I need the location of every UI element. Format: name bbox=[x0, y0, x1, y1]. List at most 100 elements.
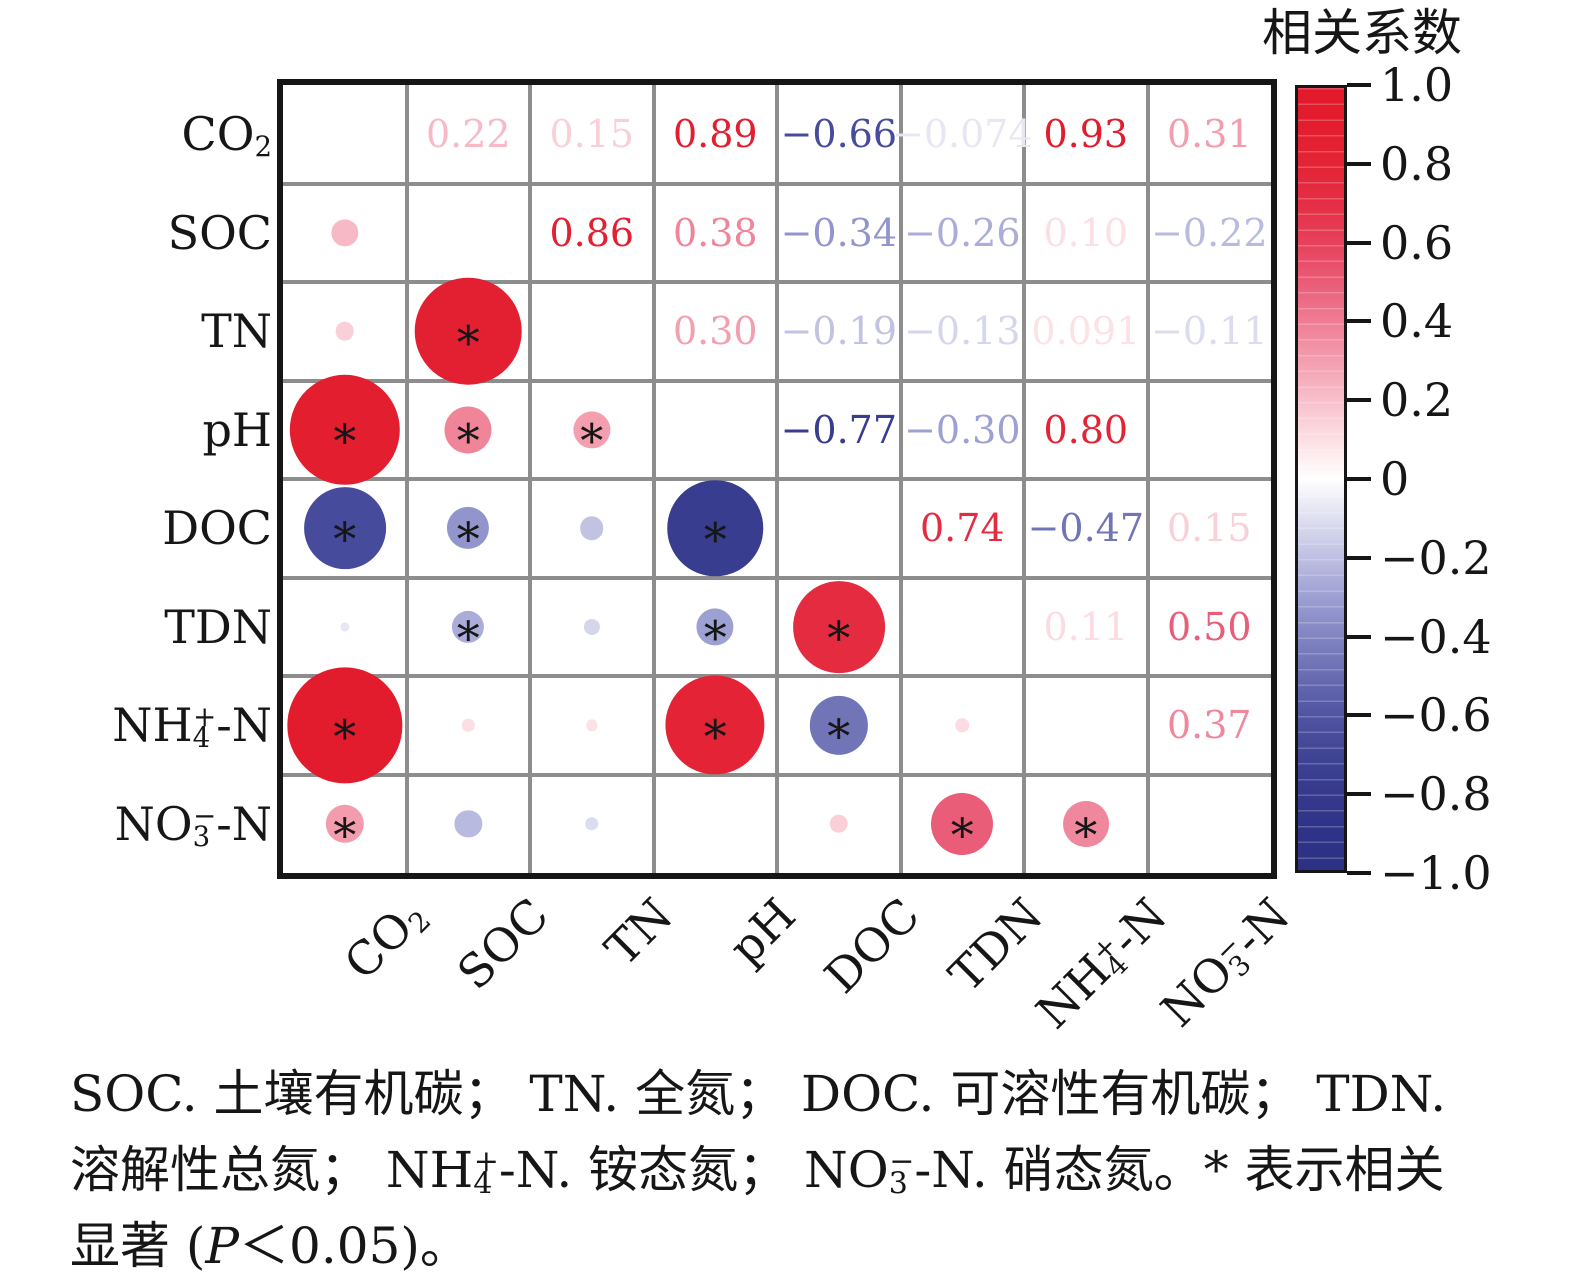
grid-line-horizontal bbox=[283, 575, 1271, 580]
colorbar-tick-mark bbox=[1347, 792, 1371, 797]
grid-line-horizontal bbox=[283, 772, 1271, 777]
significance-asterisk: * bbox=[950, 807, 974, 862]
colorbar-gradient bbox=[1295, 85, 1347, 873]
row-label-tdn: TDN bbox=[164, 599, 272, 654]
corr-value-co2-ph: 0.89 bbox=[672, 112, 758, 157]
row-label-doc: DOC bbox=[162, 501, 272, 556]
colorbar-tick-label: −0.2 bbox=[1380, 530, 1492, 585]
colorbar-tick-label: 0.2 bbox=[1380, 373, 1454, 428]
grid-line-horizontal bbox=[283, 674, 1271, 678]
row-label-soc: SOC bbox=[167, 205, 272, 260]
corr-value-ph-tdn: −0.30 bbox=[904, 407, 1021, 452]
corr-value-tn-doc: −0.19 bbox=[780, 309, 898, 354]
corr-value-soc-tdn: −0.26 bbox=[904, 210, 1021, 255]
corr-circle-tn-co2 bbox=[335, 322, 355, 341]
corr-value-doc-nh4-n: −0.47 bbox=[1027, 506, 1145, 551]
grid-line-vertical bbox=[898, 85, 903, 873]
corr-circle-doc-ph: * bbox=[667, 480, 764, 577]
caption-line-2: 溶解性总氮； NH4+-N. 铵态氮； NO3−-N. 硝态氮。* 表示相关 bbox=[70, 1141, 1445, 1202]
corr-circle-no3-n-tdn: * bbox=[931, 792, 994, 862]
corr-value-co2-tdn: −0.074 bbox=[891, 112, 1033, 157]
corr-value-ph-nh4-n: 0.80 bbox=[1043, 407, 1129, 452]
grid-line-horizontal bbox=[283, 477, 1271, 481]
corr-value-soc-ph: 0.38 bbox=[672, 210, 758, 255]
corr-circle-nh4-n-co2: * bbox=[287, 667, 403, 783]
corr-value-co2-soc: 0.22 bbox=[425, 112, 511, 157]
row-label-ph: pH bbox=[202, 402, 272, 457]
colorbar-tick-label: −1.0 bbox=[1380, 846, 1492, 900]
corr-value-co2-no3-n: 0.31 bbox=[1166, 112, 1252, 157]
significance-asterisk: * bbox=[333, 807, 357, 862]
significance-asterisk: * bbox=[703, 709, 727, 764]
corr-circle-doc-co2: * bbox=[303, 487, 386, 570]
corr-circle-doc-tn bbox=[580, 516, 604, 541]
colorbar-tick-label: −0.4 bbox=[1380, 609, 1492, 664]
corr-value-doc-no3-n: 0.15 bbox=[1166, 506, 1252, 551]
colorbar-tick-label: 0 bbox=[1380, 452, 1410, 506]
corr-value-tdn-no3-n: 0.50 bbox=[1166, 604, 1252, 649]
colorbar-title: 相关系数 bbox=[1262, 4, 1462, 62]
corr-circle-ph-co2: * bbox=[289, 374, 400, 485]
corr-circle-nh4-n-tn bbox=[586, 719, 598, 731]
colorbar-tick-mark bbox=[1347, 83, 1371, 87]
corr-circle-no3-n-nh4-n: * bbox=[1062, 800, 1109, 858]
corr-value-soc-nh4-n: 0.10 bbox=[1043, 210, 1129, 255]
grid-line-vertical bbox=[1022, 85, 1026, 873]
matrix-outer-border bbox=[277, 79, 1277, 879]
colorbar-tick-label: −0.8 bbox=[1380, 767, 1492, 822]
corr-value-tn-no3-n: −0.11 bbox=[1151, 309, 1268, 354]
corr-value-tn-ph: 0.30 bbox=[672, 309, 758, 354]
corr-value-soc-no3-n: −0.22 bbox=[1151, 210, 1268, 255]
corr-circle-nh4-n-soc bbox=[462, 719, 475, 732]
row-label-no3-n: NO3−-N bbox=[114, 796, 272, 853]
corr-circle-ph-tn: * bbox=[573, 411, 611, 464]
corr-value-tn-tdn: −0.13 bbox=[904, 309, 1021, 354]
corr-circle-tdn-soc: * bbox=[452, 610, 485, 661]
corr-circle-nh4-n-tdn bbox=[955, 718, 970, 733]
grid-line-vertical bbox=[1145, 85, 1150, 873]
corr-circle-tdn-tn bbox=[583, 618, 600, 635]
colorbar-tick-label: 1.0 bbox=[1380, 58, 1454, 112]
corr-circle-nh4-n-doc: * bbox=[809, 696, 868, 759]
corr-circle-tdn-doc: * bbox=[792, 580, 885, 673]
colorbar-tick-mark bbox=[1347, 634, 1371, 639]
corr-value-nh4-n-no3-n: 0.37 bbox=[1166, 703, 1252, 748]
corr-value-tdn-nh4-n: 0.11 bbox=[1043, 604, 1129, 649]
significance-asterisk: * bbox=[456, 413, 480, 468]
corr-value-doc-tdn: 0.74 bbox=[919, 506, 1005, 551]
corr-value-tn-nh4-n: 0.091 bbox=[1031, 309, 1141, 354]
correlation-matrix-grid: 0.22 0.15 0.89 −0.66 −0.074 0.93 0.31 0.86 0.38−… bbox=[283, 85, 1271, 873]
significance-asterisk: * bbox=[456, 610, 480, 665]
significance-asterisk: * bbox=[333, 709, 357, 764]
row-label-nh4-n: NH4+-N bbox=[112, 698, 272, 755]
significance-asterisk: * bbox=[580, 413, 604, 468]
significance-asterisk: * bbox=[1074, 807, 1098, 862]
colorbar-tick-mark bbox=[1347, 477, 1371, 481]
significance-asterisk: * bbox=[456, 315, 480, 370]
colorbar-tick-mark bbox=[1347, 713, 1371, 718]
corr-circle-no3-n-tn bbox=[585, 817, 599, 831]
corr-value-soc-doc: −0.34 bbox=[780, 210, 898, 255]
colorbar-bands bbox=[1298, 88, 1344, 870]
figure-caption: SOC. 土壤有机碳； TN. 全氮； DOC. 可溶性有机碳； TDN. 溶解… bbox=[70, 1056, 1550, 1284]
corr-circle-soc-co2 bbox=[331, 219, 359, 247]
corr-value-co2-doc: −0.66 bbox=[780, 112, 898, 157]
corr-value-co2-nh4-n: 0.93 bbox=[1043, 112, 1129, 157]
corr-value-ph-doc: −0.77 bbox=[780, 407, 898, 452]
colorbar-tick-label: 0.4 bbox=[1380, 294, 1454, 349]
colorbar-tick-mark bbox=[1347, 555, 1371, 560]
significance-asterisk: * bbox=[827, 610, 851, 665]
corr-circle-no3-n-soc bbox=[454, 810, 482, 838]
colorbar-tick-mark bbox=[1347, 871, 1371, 875]
caption-line-3: 显著 (P＜0.05)。 bbox=[70, 1217, 470, 1275]
corr-circle-ph-soc: * bbox=[444, 406, 492, 464]
row-label-tn: TN bbox=[201, 304, 272, 359]
corr-value-co2-tn: 0.15 bbox=[549, 112, 635, 157]
corr-circle-tdn-ph: * bbox=[696, 608, 734, 661]
significance-asterisk: * bbox=[703, 512, 727, 567]
colorbar-tick-label: 0.6 bbox=[1380, 215, 1454, 270]
corr-circle-nh4-n-ph: * bbox=[665, 675, 765, 775]
colorbar-tick-mark bbox=[1347, 398, 1371, 403]
corr-circle-tn-soc: * bbox=[415, 278, 522, 385]
corr-circle-no3-n-co2: * bbox=[325, 804, 364, 858]
